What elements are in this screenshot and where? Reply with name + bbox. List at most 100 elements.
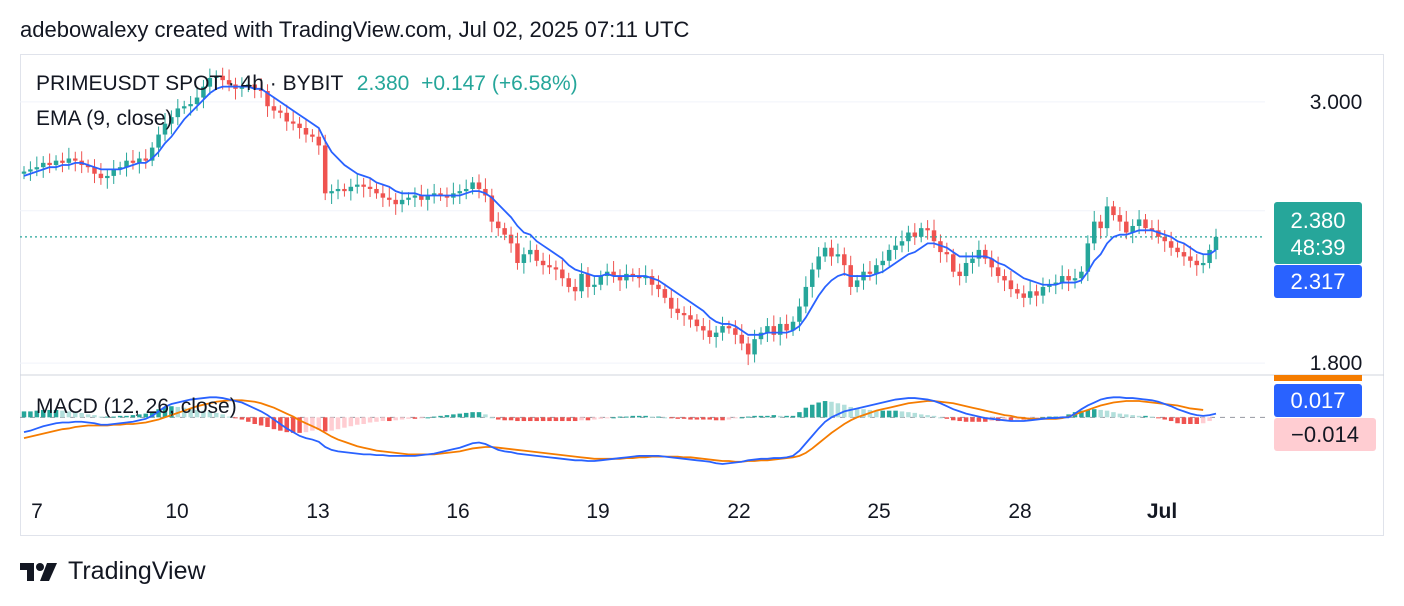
histogram-bar (1040, 417, 1046, 419)
candle-body (463, 188, 469, 192)
candle-body (842, 254, 847, 266)
histogram-bar (425, 417, 430, 419)
histogram-bar (258, 417, 264, 426)
candle-body (393, 199, 398, 205)
candle-body (874, 265, 879, 274)
candle-body (258, 88, 264, 92)
candle-body (547, 265, 552, 268)
candle-body (1040, 286, 1046, 296)
histogram-bar (348, 417, 354, 427)
ema-legend[interactable]: EMA (9, close) (36, 107, 173, 130)
candle-body (169, 117, 174, 124)
candle-body (111, 169, 116, 176)
histogram-bar (1079, 410, 1084, 418)
candle-body (566, 278, 571, 287)
histogram-bar (925, 415, 930, 418)
histogram-bar (918, 414, 924, 418)
candle-body (271, 106, 277, 111)
candle-body (617, 276, 623, 281)
histogram-bar (733, 417, 738, 419)
candle-body (528, 249, 533, 255)
candle-body (1066, 276, 1071, 281)
candle-body (970, 258, 975, 263)
candle-body (355, 184, 360, 187)
candle-body (66, 158, 72, 163)
candle-body (918, 228, 924, 237)
candle-body (137, 158, 142, 163)
candle-body (348, 186, 354, 192)
macd-value-tag: 0.017 (1274, 384, 1362, 417)
candle-body (515, 243, 520, 263)
histogram-bar (1194, 417, 1200, 424)
histogram-bar (810, 404, 815, 418)
candle-body (1098, 221, 1103, 229)
candle-body (1053, 282, 1059, 285)
candle-body (1143, 219, 1148, 229)
histogram-bar (963, 417, 969, 422)
candle-body (957, 271, 962, 277)
candle-body (649, 276, 655, 285)
histogram-bar (98, 416, 104, 418)
histogram-bar (226, 416, 232, 418)
histogram-bar (797, 412, 802, 418)
candle-body (284, 112, 289, 122)
time-axis-label: 22 (727, 500, 750, 523)
candle-body (476, 182, 482, 189)
candle-body (810, 269, 815, 287)
histogram-bar (521, 417, 527, 422)
candle-body (726, 326, 732, 329)
candle-body (406, 197, 411, 200)
time-axis-label: 10 (165, 500, 188, 523)
candle-body (540, 260, 546, 266)
candle-body (1188, 256, 1193, 261)
histogram-bar (585, 417, 591, 421)
symbol-label[interactable]: PRIMEUSDT SPOT · 4h · BYBIT (36, 72, 343, 95)
histogram-bar (393, 417, 398, 421)
candle-body (925, 228, 930, 231)
histogram-bar (1085, 409, 1091, 418)
candle-body (124, 160, 129, 168)
histogram-bar (880, 410, 885, 418)
macd-legend[interactable]: MACD (12, 26, close) (36, 395, 237, 418)
histogram-bar (707, 417, 712, 420)
histogram-bar (938, 417, 943, 419)
candle-body (335, 188, 341, 192)
histogram-bar (124, 415, 129, 418)
candle-body (899, 241, 905, 246)
histogram-bar (1034, 417, 1039, 419)
histogram-bar (931, 415, 937, 418)
histogram-bar (630, 415, 636, 418)
price-axis-label: 3.000 (1310, 91, 1363, 114)
candle-body (765, 326, 770, 333)
time-axis-label: 13 (306, 500, 329, 523)
histogram-bar (566, 417, 571, 422)
candle-body (1194, 260, 1200, 266)
candle-body (98, 173, 104, 179)
candle-body (560, 269, 565, 279)
histogram-bar (412, 417, 418, 419)
candle-body (835, 254, 841, 257)
histogram-bar (848, 406, 853, 418)
time-axis-label: 28 (1008, 500, 1031, 523)
histogram-bar (85, 414, 91, 418)
histogram-bar (169, 406, 174, 418)
histogram-bar (790, 415, 796, 418)
histogram-bar (777, 415, 783, 418)
candle-body (130, 160, 136, 163)
candle-body (162, 123, 168, 135)
candle-body (1002, 276, 1007, 281)
histogram-bar (598, 417, 604, 419)
histogram-bar (1117, 413, 1123, 418)
candle-body (322, 145, 328, 194)
candle-body (239, 86, 245, 89)
price-axis-label: 1.800 (1310, 352, 1363, 375)
histogram-bar (28, 411, 33, 418)
histogram-bar (1149, 416, 1155, 418)
histogram-bar (560, 417, 565, 422)
candle-body (380, 193, 386, 198)
histogram-bar (694, 417, 700, 420)
candle-body (303, 128, 309, 135)
histogram-bar (553, 417, 559, 422)
tradingview-logo[interactable]: TradingView (20, 557, 206, 586)
